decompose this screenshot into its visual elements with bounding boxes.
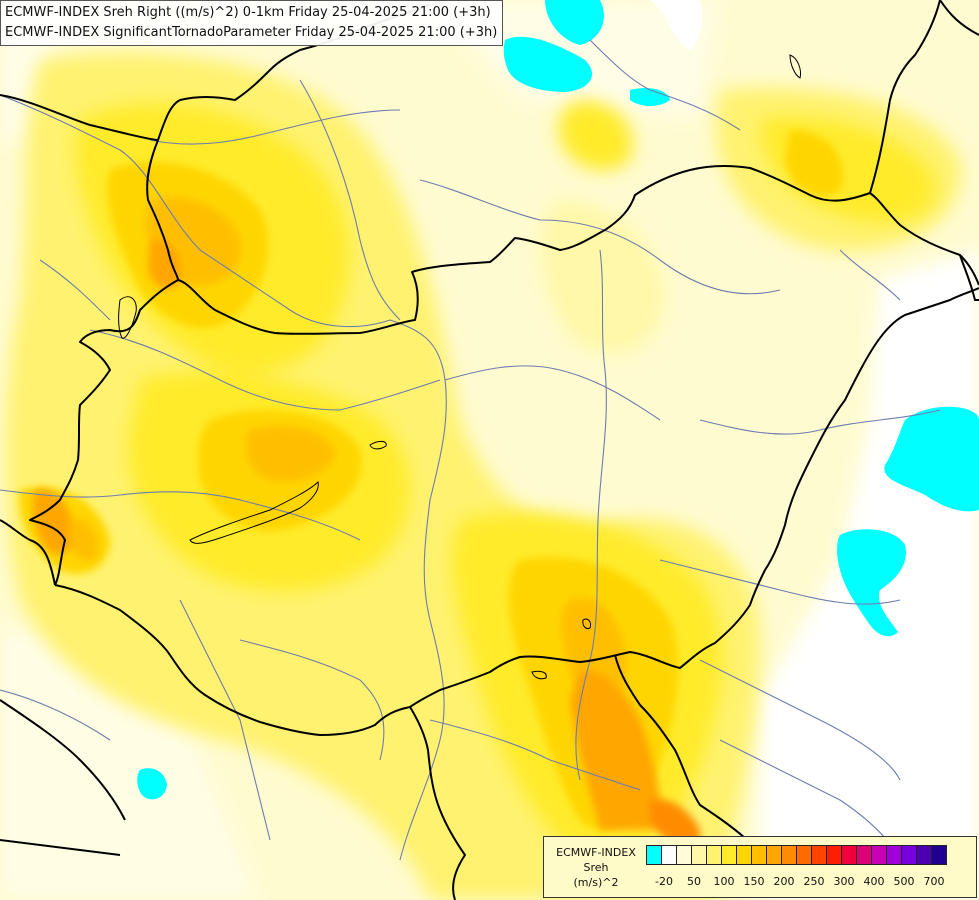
- legend-tick-label: 50: [687, 875, 701, 888]
- legend-title-line-2: Sreh: [583, 861, 609, 874]
- legend-swatch: [691, 845, 707, 865]
- legend-swatch: [886, 845, 902, 865]
- lakes: [118, 54, 801, 680]
- legend-ticks: -20 50 100 150 200 250 300 400 500 700: [647, 875, 969, 889]
- legend-swatch: [826, 845, 842, 865]
- legend-tick-label: 100: [713, 875, 735, 888]
- legend-swatch: [766, 845, 782, 865]
- legend-swatch: [781, 845, 797, 865]
- legend-swatch: [706, 845, 722, 865]
- rivers: [0, 39, 941, 861]
- legend-swatch: [811, 845, 827, 865]
- legend-tick-label: 500: [893, 875, 915, 888]
- legend-tick-label: 700: [923, 875, 945, 888]
- legend-tick-label: 250: [803, 875, 825, 888]
- legend-swatch: [796, 845, 812, 865]
- map-title: ECMWF-INDEX Sreh Right ((m/s)^2) 0-1km F…: [0, 0, 504, 46]
- color-legend: ECMWF-INDEX Sreh (m/s)^2 -20 50 100 150 200 2…: [543, 836, 977, 898]
- legend-swatch: [661, 845, 677, 865]
- legend-swatch: [901, 845, 917, 865]
- legend-title: ECMWF-INDEX Sreh (m/s)^2: [548, 845, 644, 890]
- legend-tick-label: 200: [773, 875, 795, 888]
- legend-swatch: [676, 845, 692, 865]
- legend-swatch: [721, 845, 737, 865]
- legend-swatch: [841, 845, 857, 865]
- legend-swatch: [931, 845, 947, 865]
- legend-tick-label: -20: [655, 875, 673, 888]
- cyan-areas: [137, 0, 979, 800]
- legend-tick-label: 400: [863, 875, 885, 888]
- legend-title-line-3: (m/s)^2: [573, 876, 619, 889]
- legend-tick-label: 300: [833, 875, 855, 888]
- legend-swatch: [871, 845, 887, 865]
- legend-tick-label: 150: [743, 875, 765, 888]
- title-line-1: ECMWF-INDEX Sreh Right ((m/s)^2) 0-1km F…: [5, 5, 491, 20]
- legend-swatch: [856, 845, 872, 865]
- legend-swatches: [646, 845, 947, 865]
- legend-swatch: [751, 845, 767, 865]
- legend-swatch: [916, 845, 932, 865]
- legend-title-line-1: ECMWF-INDEX: [556, 846, 636, 859]
- title-line-2: ECMWF-INDEX SignificantTornadoParameter …: [5, 25, 498, 40]
- legend-swatch: [646, 845, 662, 865]
- legend-swatch: [736, 845, 752, 865]
